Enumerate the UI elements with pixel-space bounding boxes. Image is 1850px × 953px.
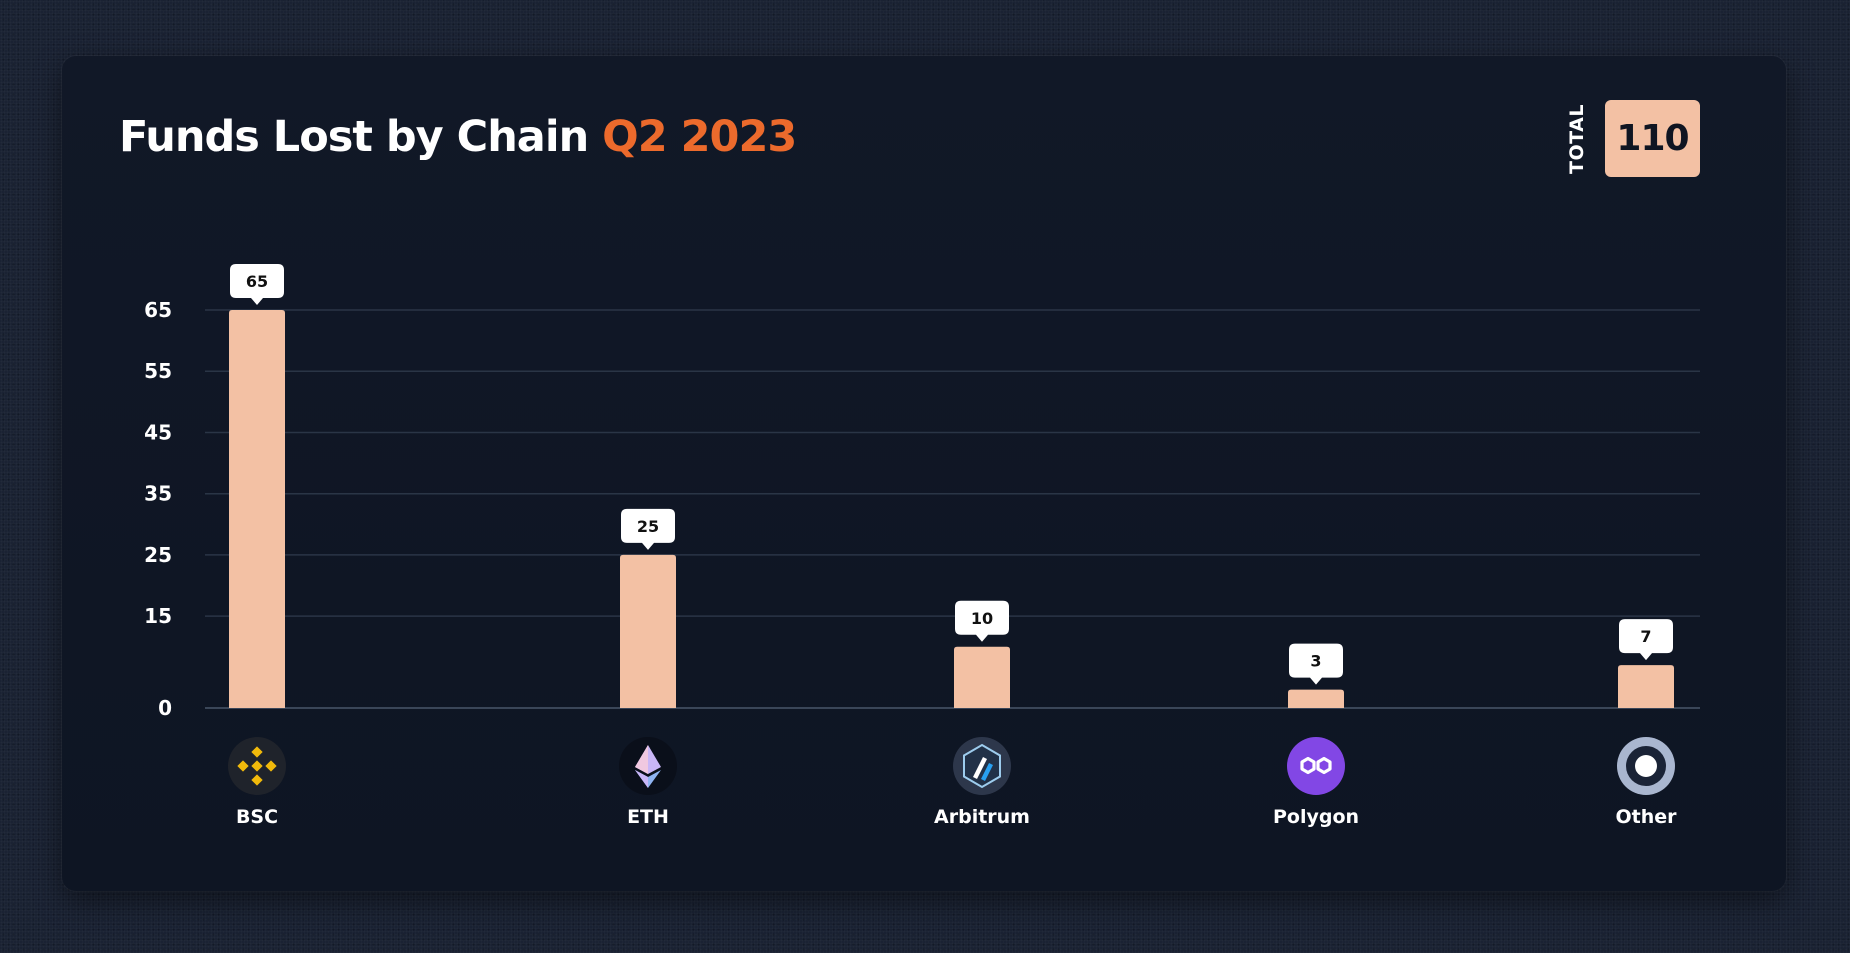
polygon-icon — [1287, 737, 1345, 795]
y-axis-ticks: 0 15 25 35 45 55 65 — [144, 298, 172, 720]
data-label-other: 7 — [1619, 619, 1673, 661]
grid-lines — [205, 309, 1700, 709]
y-tick-label: 25 — [144, 543, 172, 567]
chart-title: Funds Lost by Chain Q2 2023 — [119, 112, 797, 162]
ethereum-icon — [619, 737, 677, 795]
bar-eth — [620, 554, 676, 708]
data-label-text: 10 — [971, 609, 993, 628]
data-label-text: 3 — [1310, 652, 1321, 671]
data-label-bubble — [1289, 643, 1343, 685]
data-label-bsc: 65 — [230, 264, 284, 305]
chart-title-accent: Q2 2023 — [602, 112, 797, 162]
x-category-label: Other — [1615, 806, 1677, 828]
x-category-label: ETH — [627, 806, 669, 828]
data-label-polygon: 3 — [1289, 643, 1343, 685]
other-chain-icon — [1617, 737, 1675, 795]
data-label-eth: 25 — [621, 508, 675, 550]
bar-polygon — [1288, 689, 1344, 708]
data-label-bubble — [955, 600, 1009, 642]
chart-card — [62, 56, 1786, 891]
bar-bsc — [229, 310, 285, 708]
x-category-label: Arbitrum — [934, 806, 1030, 828]
x-category-label: Polygon — [1272, 806, 1360, 828]
bars — [229, 310, 1674, 708]
y-tick-label: 35 — [144, 482, 172, 506]
data-label-text: 65 — [246, 272, 268, 291]
y-tick-label: 0 — [158, 696, 172, 720]
data-label-bubble — [621, 508, 675, 550]
y-tick-label: 45 — [144, 420, 172, 444]
data-label-text: 25 — [637, 517, 659, 536]
data-label-text: 7 — [1640, 627, 1651, 646]
y-tick-label: 65 — [144, 298, 172, 322]
y-tick-label: 55 — [144, 359, 172, 383]
data-label-bubble — [1619, 619, 1673, 661]
data-labels: 65 25 10 3 7 — [230, 264, 1673, 685]
chart-title-main: Funds Lost by Chain — [119, 112, 589, 162]
bar-other — [1618, 665, 1674, 708]
total-value: 110 — [1616, 118, 1689, 159]
arbitrum-icon — [953, 737, 1011, 795]
x-category-label: BSC — [235, 806, 279, 828]
total-badge: 110 — [1605, 100, 1700, 177]
y-tick-label: 15 — [144, 604, 172, 628]
bnb-chain-icon — [228, 737, 286, 795]
bar-arbitrum — [954, 646, 1010, 708]
data-label-arbitrum: 10 — [955, 600, 1009, 642]
data-label-bubble — [230, 264, 284, 305]
